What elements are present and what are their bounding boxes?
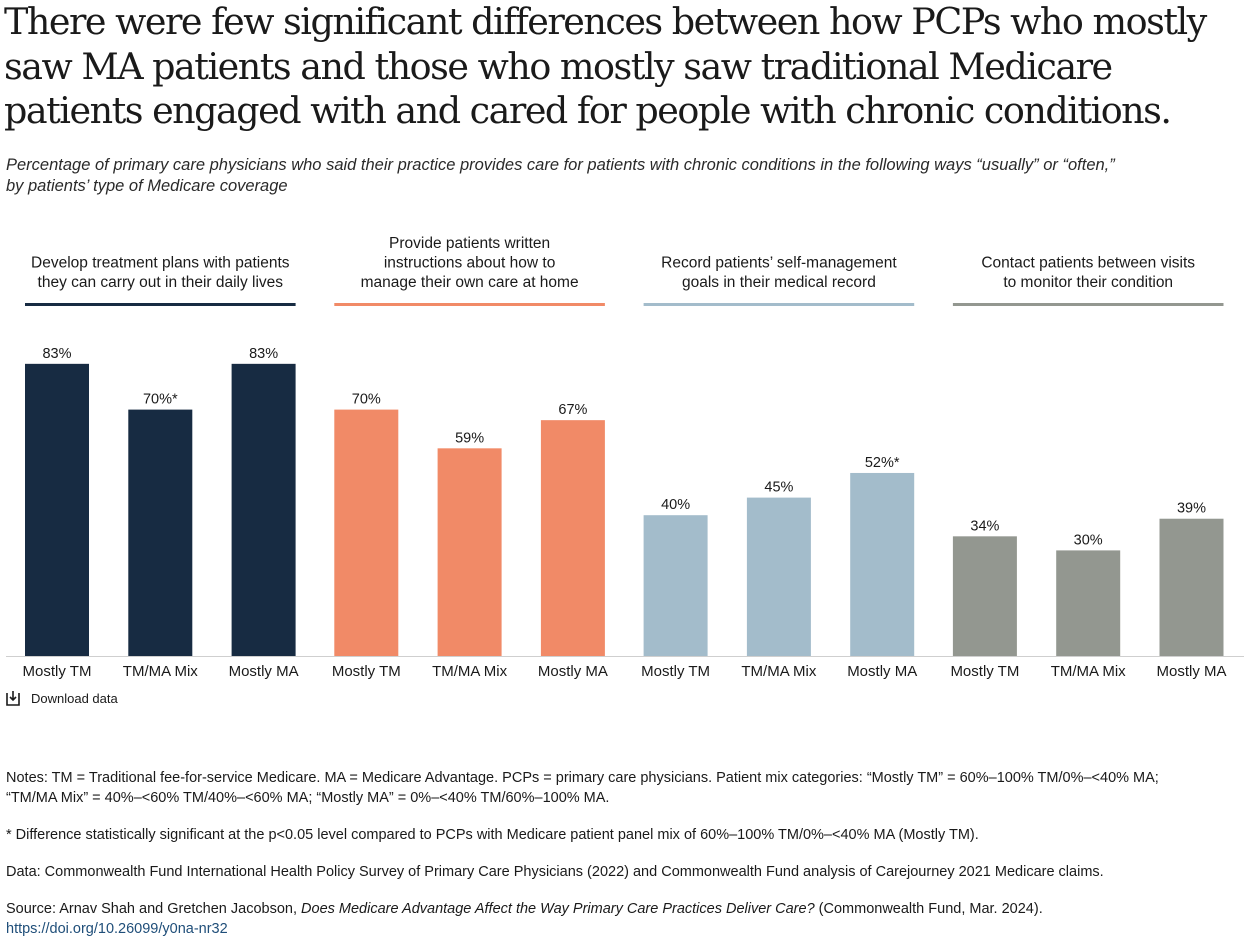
download-icon — [5, 689, 21, 707]
notes-source: Source: Arnav Shah and Gretchen Jacobson… — [6, 899, 1246, 939]
notes-line-2: “TM/MA Mix” = 40%–<60% TM/40%–<60% MA; “… — [6, 790, 610, 806]
bar — [1056, 550, 1121, 656]
download-label: Download data — [31, 690, 118, 706]
bar-value-label: 30% — [1074, 532, 1103, 548]
group-2-title-line: manage their own care at home — [361, 274, 579, 291]
subtitle-line-1: Percentage of primary care physicians wh… — [6, 156, 1115, 174]
bar-value-label: 59% — [455, 430, 484, 446]
x-tick-label: Mostly MA — [847, 663, 917, 680]
download-data-button[interactable]: Download data — [5, 689, 118, 707]
bar — [25, 363, 89, 656]
bar — [1159, 518, 1224, 656]
group-3-title-line: Record patients’ self-management — [661, 255, 897, 272]
group-2-title-line: Provide patients written — [389, 235, 550, 252]
bar-value-label: 67% — [558, 402, 587, 418]
group-1-title-line: Develop treatment plans with patients — [31, 255, 290, 272]
notes-line-1: Notes: TM = Traditional fee-for-service … — [6, 770, 1159, 786]
x-tick-label: Mostly TM — [641, 663, 710, 680]
bar-value-label: 39% — [1177, 501, 1206, 517]
bar-value-label: 34% — [970, 518, 999, 534]
group-2-title-line: instructions about how to — [384, 255, 555, 272]
group-2-rule — [334, 303, 605, 306]
bar-value-label: 70%* — [143, 392, 178, 408]
bar-chart: Develop treatment plans with patients the… — [6, 235, 1244, 680]
group-4-rule — [952, 303, 1224, 306]
group-3-rule — [643, 303, 915, 306]
bar — [540, 420, 605, 656]
x-tick-label: Mostly MA — [538, 663, 608, 680]
bar — [746, 497, 811, 656]
bar-value-label: 40% — [661, 497, 690, 513]
x-tick-label: Mostly TM — [950, 663, 1019, 680]
source-suffix: (Commonwealth Fund, Mar. 2024). — [814, 901, 1043, 917]
x-tick-label: TM/MA Mix — [741, 663, 816, 680]
group-1-title-line: they can carry out in their daily lives — [38, 274, 284, 291]
x-tick-label: Mostly MA — [229, 663, 299, 680]
bar — [643, 515, 708, 656]
bar — [437, 448, 502, 656]
x-tick-label: TM/MA Mix — [123, 663, 198, 680]
group-4-title-line: Contact patients between visits — [981, 255, 1195, 272]
bar — [128, 409, 193, 656]
x-tick-label: Mostly TM — [332, 663, 401, 680]
source-title: Does Medicare Advantage Affect the Way P… — [301, 901, 815, 917]
source-prefix: Source: Arnav Shah and Gretchen Jacobson… — [6, 901, 302, 917]
bar-value-label: 52%* — [865, 455, 900, 471]
bar-value-label: 45% — [764, 480, 793, 496]
chart-title: There were few significant differences b… — [4, 0, 1207, 132]
x-tick-label: TM/MA Mix — [432, 663, 507, 680]
notes-definitions: Notes: TM = Traditional fee-for-service … — [6, 768, 1246, 808]
bar-value-label: 83% — [249, 346, 278, 362]
group-3-title-line: goals in their medical record — [682, 274, 876, 291]
chart-subtitle: Percentage of primary care physicians wh… — [6, 155, 1206, 197]
x-tick-label: Mostly TM — [23, 663, 92, 680]
bar — [334, 409, 399, 656]
bar-value-label: 70% — [352, 392, 381, 408]
bar-value-label: 83% — [42, 346, 71, 362]
notes-significance: * Difference statistically significant a… — [6, 827, 979, 843]
x-tick-label: Mostly MA — [1156, 663, 1226, 680]
notes-section: Notes: TM = Traditional fee-for-service … — [6, 768, 1246, 939]
bar — [231, 363, 296, 656]
subtitle-line-2: by patients’ type of Medicare coverage — [6, 177, 288, 195]
x-tick-label: TM/MA Mix — [1051, 663, 1126, 680]
group-1-rule — [25, 303, 296, 306]
doi-link[interactable]: https://doi.org/10.26099/y0na-nr32 — [6, 921, 228, 937]
group-4-title-line: to monitor their condition — [1003, 274, 1173, 291]
bar — [952, 536, 1017, 656]
notes-data: Data: Commonwealth Fund International He… — [6, 864, 1104, 880]
bar — [850, 472, 915, 656]
